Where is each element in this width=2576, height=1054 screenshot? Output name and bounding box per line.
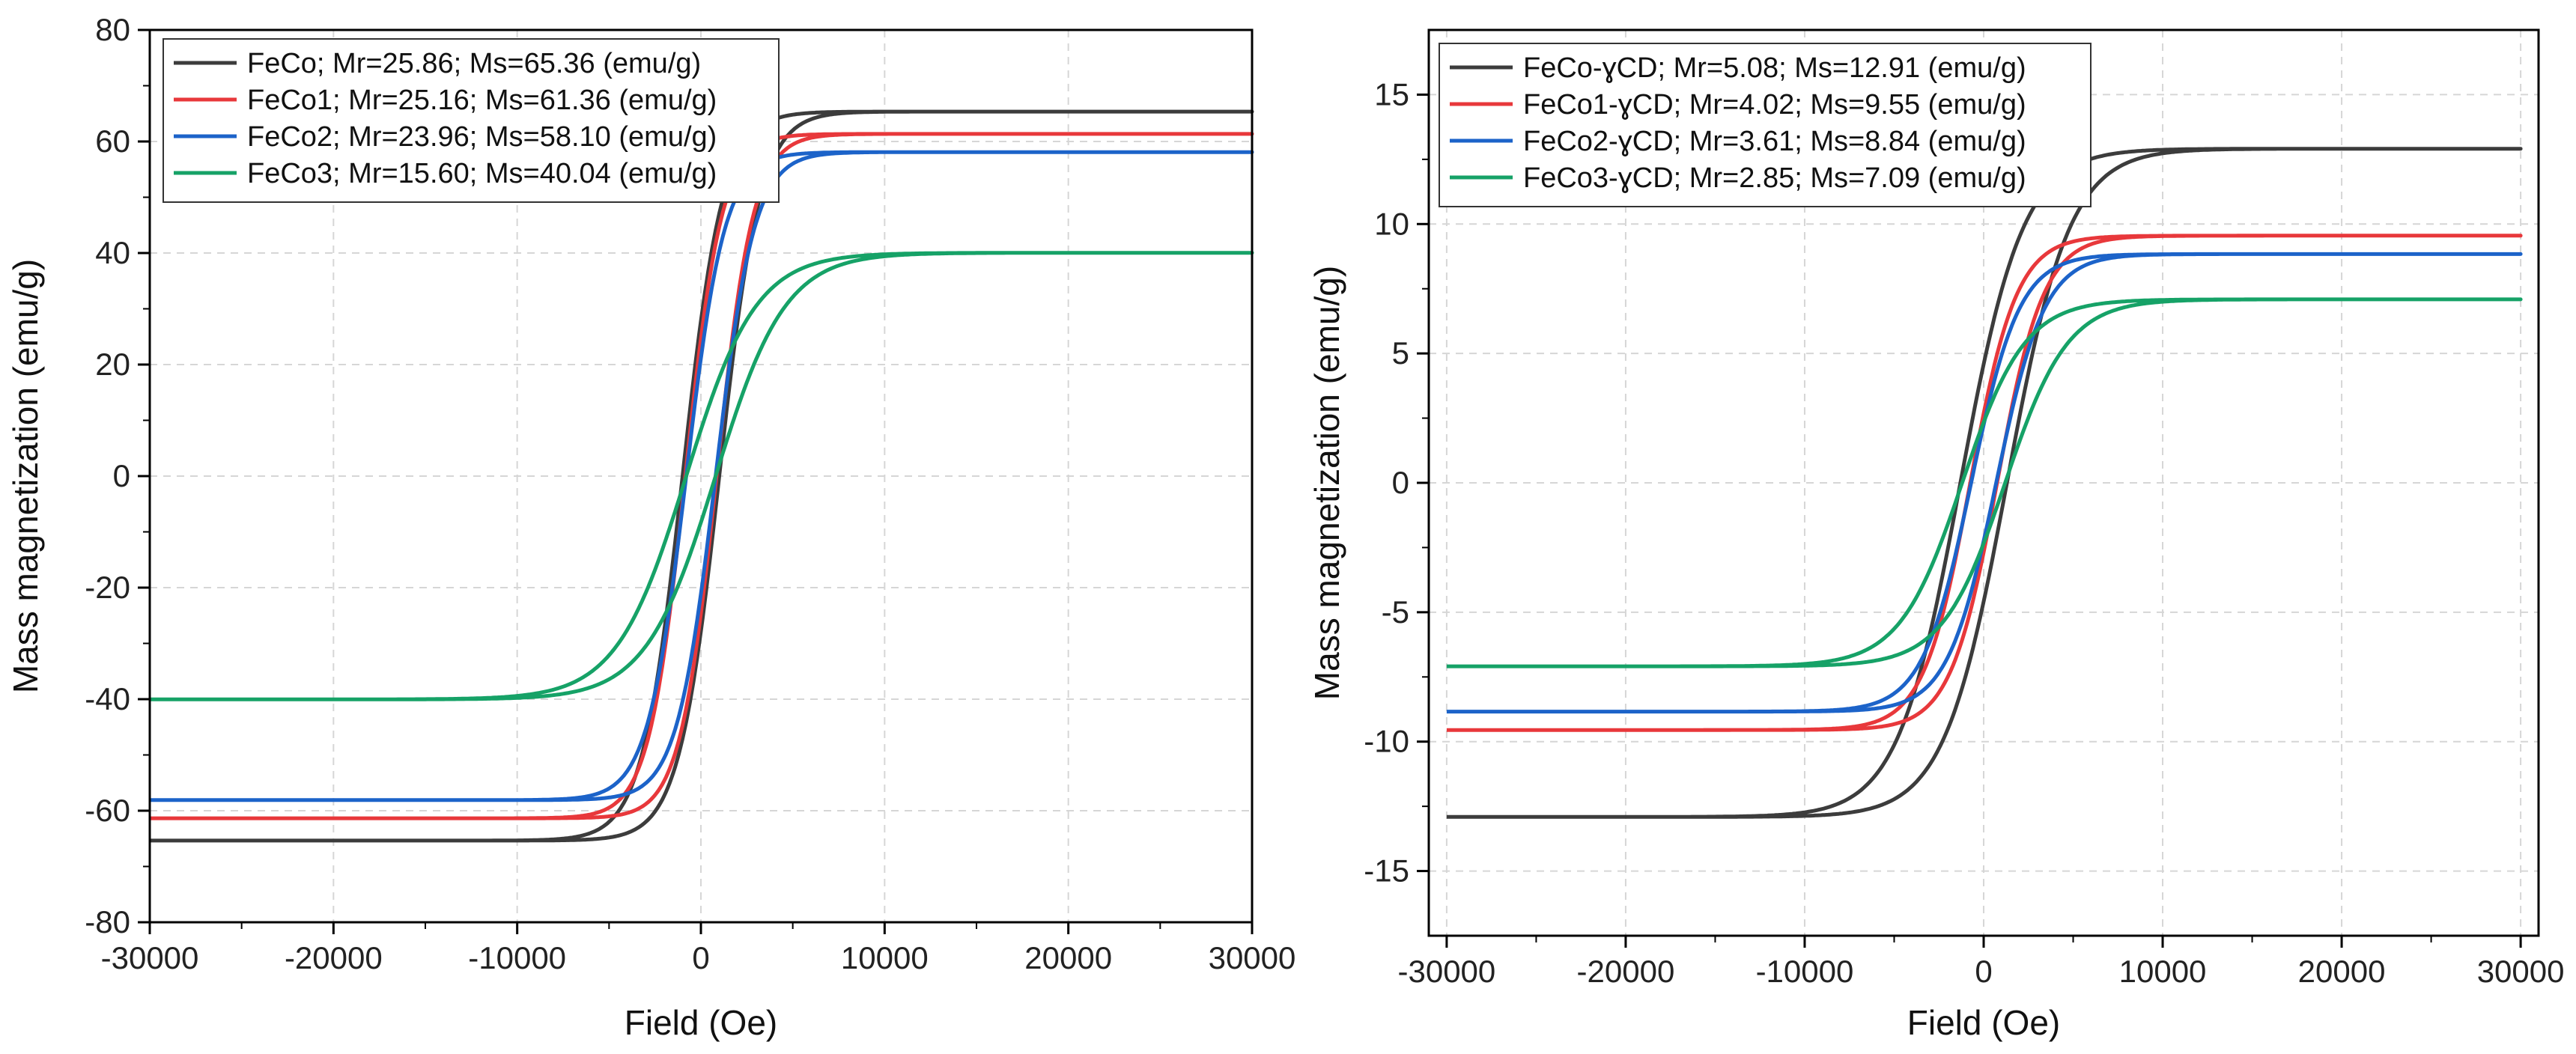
series-line-3	[1446, 252, 2523, 714]
legend: FeCo-ɣCD; Mr=5.08; Ms=12.91 (emu/g) FeCo1…	[1439, 43, 2092, 207]
y-tick-label: -10	[1364, 724, 1409, 759]
chart-2: -30000 -20000 -10000 0 10000 20000 30000 -15 -10…	[1307, 28, 2565, 1042]
legend-label-2: FeCo1-ɣCD; Mr=4.02; Ms=9.55 (emu/g)	[1523, 89, 2026, 121]
x-tick-label: 0	[692, 940, 709, 975]
y-tick-label: 40	[95, 235, 130, 270]
x-tick-label: -20000	[285, 940, 383, 975]
x-tick-label: 30000	[2477, 954, 2565, 989]
x-tick-label: -30000	[1398, 954, 1496, 989]
x-tick-label: -30000	[101, 940, 199, 975]
x-axis-title: Field (Oe)	[625, 1003, 777, 1042]
y-tick-label: 0	[1392, 465, 1409, 500]
chart-1: -30000 -20000 -10000 0 10000 20000 30000 -80 -60…	[6, 12, 1295, 1042]
series-line-1	[1446, 147, 2523, 819]
y-tick-label: -20	[85, 570, 130, 605]
y-tick-label: -60	[85, 793, 130, 828]
y-axis-title: Mass magnetization (emu/g)	[6, 259, 45, 693]
legend-label-4: FeCo3; Mr=15.60; Ms=40.04 (emu/g)	[247, 158, 717, 189]
series-line-2	[1446, 234, 2523, 732]
legend: FeCo; Mr=25.86; Ms=65.36 (emu/g) FeCo1; M…	[162, 38, 780, 203]
y-tick-label: 0	[113, 458, 130, 493]
y-axis-title: Mass magnetization (emu/g)	[1307, 266, 1346, 700]
legend-label-1: FeCo-ɣCD; Mr=5.08; Ms=12.91 (emu/g)	[1523, 52, 2026, 84]
x-tick-label: 10000	[2119, 954, 2207, 989]
x-tick-label: -20000	[1577, 954, 1675, 989]
y-tick-label: 5	[1392, 335, 1409, 371]
legend-label-3: FeCo2; Mr=23.96; Ms=58.10 (emu/g)	[247, 121, 717, 153]
y-tick-label: -5	[1382, 594, 1409, 630]
legend-box	[1439, 43, 2092, 207]
x-tick-label: 20000	[1024, 940, 1112, 975]
y-tick-label: 20	[95, 347, 130, 382]
x-tick-label: 30000	[1209, 940, 1296, 975]
x-tick-label: 10000	[841, 940, 929, 975]
y-tick-label: -40	[85, 681, 130, 716]
x-axis: -30000 -20000 -10000 0 10000 20000 30000	[101, 922, 1296, 975]
x-tick-label: -10000	[468, 940, 566, 975]
legend-box	[162, 38, 780, 203]
legend-label-1: FeCo; Mr=25.86; Ms=65.36 (emu/g)	[247, 48, 701, 79]
series-line-4	[1446, 297, 2523, 668]
y-tick-label: -15	[1364, 853, 1409, 889]
x-tick-label: 20000	[2298, 954, 2386, 989]
y-tick-label: 60	[95, 124, 130, 159]
y-axis: -15 -10 -5 0 5 10 15	[1364, 76, 1429, 889]
y-tick-label: -80	[85, 904, 130, 939]
y-tick-label: 15	[1374, 76, 1409, 112]
legend-label-2: FeCo1; Mr=25.16; Ms=61.36 (emu/g)	[247, 85, 717, 116]
x-tick-label: -10000	[1756, 954, 1854, 989]
x-tick-label: 0	[1975, 954, 1992, 989]
y-tick-label: 10	[1374, 206, 1409, 241]
y-axis: -80 -60 -40 -20 0 20 40 60 80	[85, 12, 150, 939]
x-axis-title: Field (Oe)	[1907, 1003, 2060, 1042]
series-group	[1446, 147, 2523, 819]
x-axis: -30000 -20000 -10000 0 10000 20000 30000	[1398, 936, 2565, 989]
legend-label-3: FeCo2-ɣCD; Mr=3.61; Ms=8.84 (emu/g)	[1523, 126, 2026, 157]
y-tick-label: 80	[95, 12, 130, 47]
legend-label-4: FeCo3-ɣCD; Mr=2.85; Ms=7.09 (emu/g)	[1523, 162, 2026, 194]
